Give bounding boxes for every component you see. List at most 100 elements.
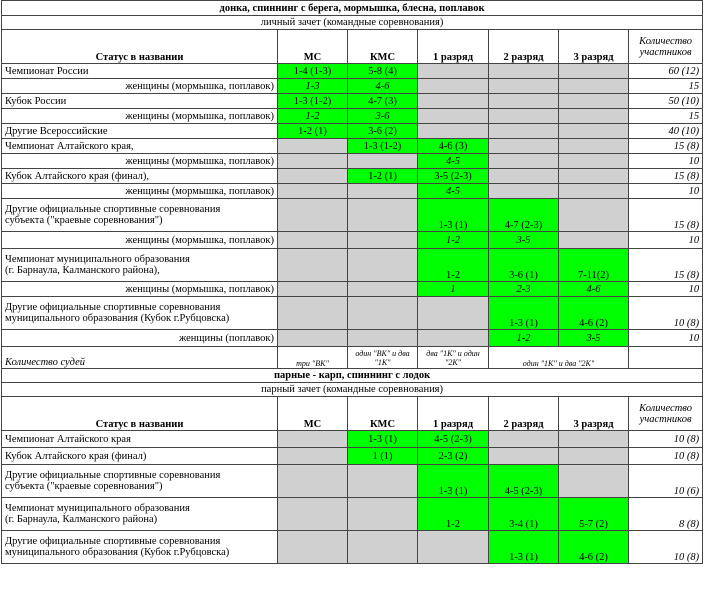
rank-range-cell: 1-2	[417, 497, 489, 531]
rank-range-cell: 1-3 (1)	[488, 296, 559, 330]
header-cell: МС	[277, 29, 348, 64]
rank-range-cell: 4-6 (3)	[417, 138, 489, 154]
table-row: Чемпионат России 1-4 (1-3) 5-8 (4) 60 (12)	[1, 63, 704, 79]
empty-cell	[417, 63, 489, 79]
table-row: женщины (мормышка, поплавок) 1-2 3-5 10	[1, 231, 704, 249]
empty-cell	[417, 123, 489, 139]
rank-range-cell: 4-7 (3)	[347, 93, 418, 109]
rank-range-cell: 1-2	[417, 248, 489, 282]
rank-range-cell: 1-3 (1)	[488, 530, 559, 564]
table-row: женщины (мормышка, поплавок) 1-3 4-6 15	[1, 78, 704, 94]
section-subtitle: личный зачет (командные соревнования)	[0, 15, 704, 30]
empty-cell	[488, 123, 559, 139]
empty-cell	[417, 530, 489, 564]
row-status-name: Другие официальные спортивные соревнован…	[1, 198, 278, 232]
judges-2-3: один "1К" и два "2К"	[488, 346, 629, 369]
header-cell: Количество участников	[627, 396, 704, 431]
header-cell: 2 разряд	[488, 29, 559, 64]
header-status: Статус в названии	[1, 396, 278, 431]
rank-range-cell: 1	[417, 281, 489, 297]
participants-count: 10 (8)	[627, 296, 704, 330]
rank-range-cell: 4-5 (2-3)	[488, 464, 559, 498]
row-status-name: Кубок Алтайского края (финал),	[1, 168, 278, 184]
row-status-name: женщины (мормышка, поплавок)	[1, 231, 278, 249]
empty-cell	[347, 231, 418, 249]
header-cell: 3 разряд	[558, 29, 629, 64]
rank-range-cell: 4-6 (2)	[558, 296, 629, 330]
rank-range-cell: 7-11(2)	[558, 248, 629, 282]
row-status-name: Кубок России	[1, 93, 278, 109]
empty-cell	[347, 281, 418, 297]
table-row: Чемпионат Алтайского края 1-3 (1) 4-5 (2-3…	[1, 430, 704, 448]
rank-range-cell: 1-3 (1)	[417, 464, 489, 498]
empty-cell	[277, 464, 348, 498]
empty-cell	[347, 248, 418, 282]
empty-cell	[277, 447, 348, 465]
participants-count: 15 (8)	[627, 168, 704, 184]
participants-count: 10	[627, 183, 704, 199]
empty-cell	[347, 296, 418, 330]
row-status-name: Другие официальные спортивные соревнован…	[1, 464, 278, 498]
empty-cell	[347, 329, 418, 347]
row-status-name: Чемпионат России	[1, 63, 278, 79]
standards-table: донка, спиннинг с берега, мормышка, блес…	[0, 0, 704, 564]
header-cell: Количество участников	[627, 29, 704, 64]
header-cell: КМС	[347, 29, 418, 64]
participants-count: 10	[627, 153, 704, 169]
table-row: женщины (мормышка, поплавок) 4-5 10	[1, 183, 704, 199]
empty-cell	[347, 530, 418, 564]
rank-range-cell: 3-6	[347, 108, 418, 124]
empty-cell	[417, 296, 489, 330]
rank-range-cell: 4-6 (2)	[558, 530, 629, 564]
section-subtitle-row: личный зачет (командные соревнования)	[0, 15, 704, 30]
empty-cell	[558, 430, 629, 448]
table-row: Чемпионат Алтайского края, 1-3 (1-2) 4-6 (…	[1, 138, 704, 154]
table-row: Другие официальные спортивные соревнован…	[1, 198, 704, 232]
rank-range-cell: 3-5	[488, 231, 559, 249]
header-status: Статус в названии	[1, 29, 278, 64]
header-cell: 2 разряд	[488, 396, 559, 431]
rank-range-cell: 4-5	[417, 183, 489, 199]
table-row: Другие Всероссийские 1-2 (1) 3-6 (2) 40 (10…	[1, 123, 704, 139]
header-cell: 1 разряд	[417, 29, 489, 64]
row-status-name: Чемпионат Алтайского края	[1, 430, 278, 448]
empty-cell	[277, 430, 348, 448]
row-status-name: Чемпионат муниципального образования (г.…	[1, 497, 278, 531]
participants-count: 10	[627, 281, 704, 297]
table-row: Чемпионат муниципального образования (г.…	[1, 497, 704, 531]
participants-count: 15 (8)	[627, 248, 704, 282]
participants-count: 50 (10)	[627, 93, 704, 109]
section-subtitle: парный зачет (командные соревнования)	[0, 382, 704, 397]
row-status-name: женщины (мормышка, поплавок)	[1, 153, 278, 169]
empty-cell	[277, 168, 348, 184]
rank-range-cell: 1-4 (1-3)	[277, 63, 348, 79]
rank-range-cell: 4-5	[417, 153, 489, 169]
participants-count: 10	[627, 231, 704, 249]
row-status-name: женщины (мормышка, поплавок)	[1, 183, 278, 199]
empty-cell	[277, 231, 348, 249]
empty-cell	[488, 183, 559, 199]
rank-range-cell: 3-6 (2)	[347, 123, 418, 139]
empty-cell	[347, 497, 418, 531]
rank-range-cell: 4-6	[347, 78, 418, 94]
rank-range-cell: 1-3 (1)	[347, 430, 418, 448]
empty-cell	[417, 108, 489, 124]
header-row: Статус в названии МС КМС 1 разряд 2 разряд 3 …	[1, 29, 704, 64]
row-status-name: Другие официальные спортивные соревнован…	[1, 530, 278, 564]
participants-count: 60 (12)	[627, 63, 704, 79]
row-status-name: Кубок Алтайского края (финал)	[1, 447, 278, 465]
rank-range-cell: 3-6 (1)	[488, 248, 559, 282]
header-cell: 1 разряд	[417, 396, 489, 431]
empty-cell	[488, 78, 559, 94]
rank-range-cell: 4-7 (2-3)	[488, 198, 559, 232]
empty-cell	[558, 138, 629, 154]
judges-label: Количество судей	[1, 346, 278, 369]
rank-range-cell: 3-5	[558, 329, 629, 347]
empty-cell	[558, 231, 629, 249]
empty-cell	[558, 123, 629, 139]
empty-cell	[277, 153, 348, 169]
rank-range-cell: 1-2	[417, 231, 489, 249]
rank-range-cell: 5-7 (2)	[558, 497, 629, 531]
row-status-name: женщины (мормышка, поплавок)	[1, 108, 278, 124]
rank-range-cell: 4-5 (2-3)	[417, 430, 489, 448]
